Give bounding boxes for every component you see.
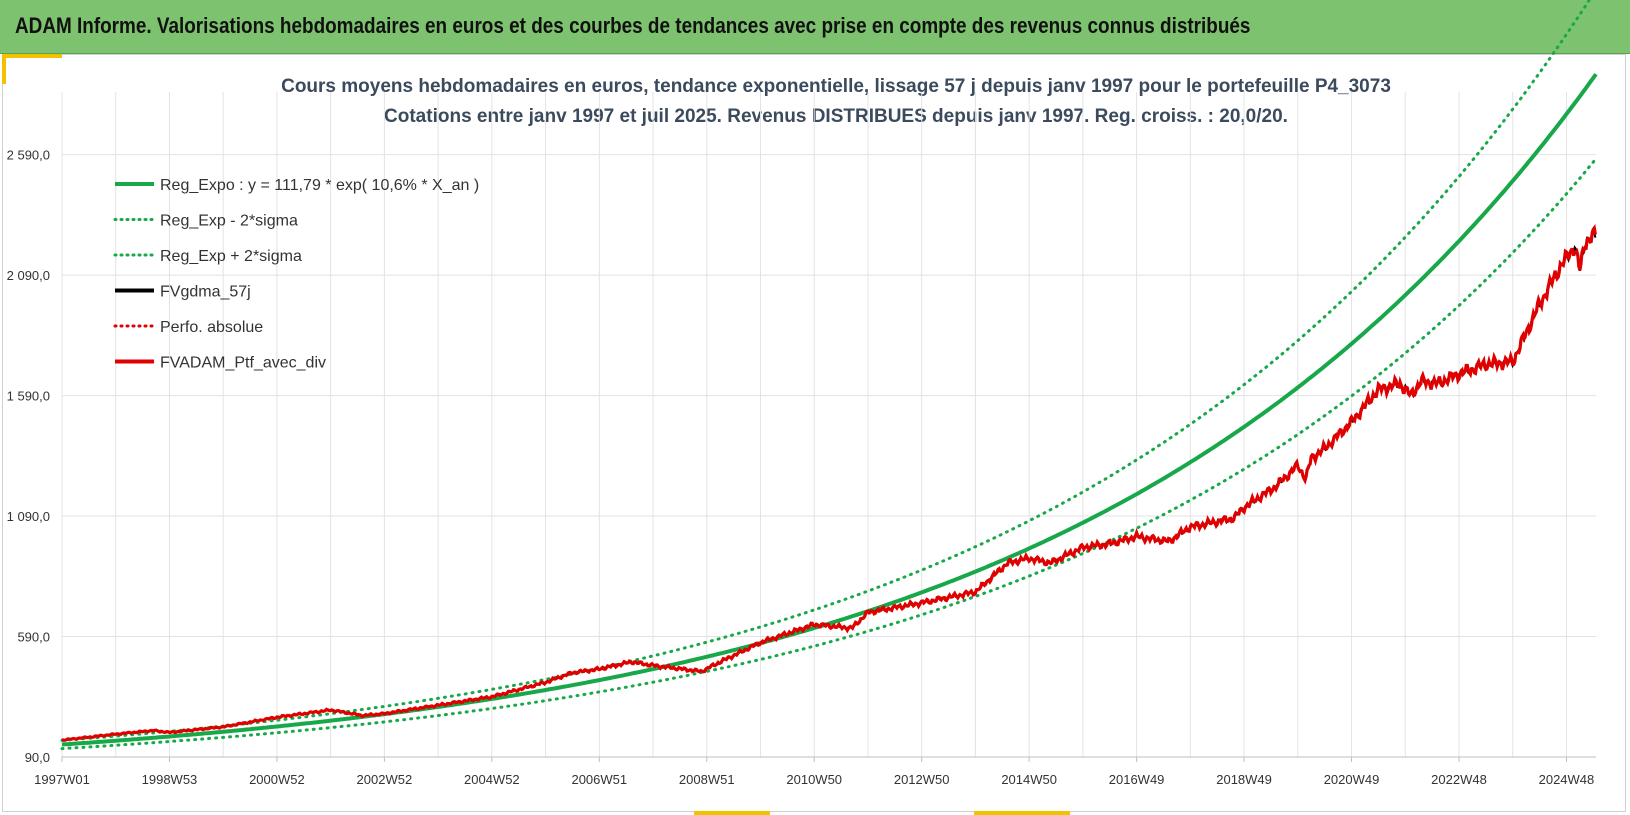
x-tick-label: 2018W49 [1216, 772, 1272, 787]
x-tick-label: 1997W01 [34, 772, 90, 787]
y-tick-label: 1 590,0 [7, 389, 50, 404]
accent-bar-bottom-2 [974, 811, 1070, 815]
x-tick-label: 2002W52 [357, 772, 413, 787]
accent-bar-top [2, 54, 62, 58]
fvgdma-57j-line [61, 230, 1597, 742]
reg-plus-2sigma-line [60, 0, 1592, 742]
series-lines [60, 0, 1598, 751]
legend-label-fvadam: FVADAM_Ptf_avec_div [160, 355, 326, 372]
chart-title-line-2: Cotations entre janv 1997 et juil 2025. … [384, 106, 1288, 127]
x-tick-label: 2000W52 [249, 772, 305, 787]
y-tick-label: 2 090,0 [7, 268, 50, 283]
x-tick-label: 2014W50 [1001, 772, 1057, 787]
y-tick-label: 90,0 [25, 750, 50, 765]
legend-label-perfo: Perfo. absolue [160, 319, 263, 336]
reg-expo-line [61, 73, 1598, 747]
accent-bar-left [2, 54, 6, 84]
legend: Reg_Expo : y = 111,79 * exp( 10,6% * X_a… [113, 177, 479, 372]
x-tick-label: 2020W49 [1324, 772, 1380, 787]
fvadam-ptf-avec-div-line [61, 223, 1597, 742]
legend-label-reg_expo: Reg_Expo : y = 111,79 * exp( 10,6% * X_a… [160, 177, 479, 194]
x-tick-label: 2004W52 [464, 772, 520, 787]
y-axis: 90,0 590,0 1 090,0 1 590,0 2 090,0 2 590,0 [7, 148, 50, 765]
accent-bar-bottom-1 [694, 811, 770, 815]
legend-label-reg_minus: Reg_Exp - 2*sigma [160, 213, 298, 230]
legend-label-reg_plus: Reg_Exp + 2*sigma [160, 248, 302, 265]
y-tick-label: 2 590,0 [7, 148, 50, 163]
x-tick-label: 2012W50 [894, 772, 950, 787]
x-tick-label: 2006W51 [571, 772, 627, 787]
x-tick-label: 2008W51 [679, 772, 735, 787]
x-tick-label: 2024W48 [1539, 772, 1595, 787]
x-tick-label: 2022W48 [1431, 772, 1487, 787]
x-axis: 1997W01 1998W53 2000W52 2002W52 2004W52 2006W… [34, 756, 1596, 787]
chart-frame [2, 54, 1626, 812]
y-tick-label: 590,0 [17, 630, 50, 645]
x-tick-label: 2010W50 [786, 772, 842, 787]
x-tick-label: 2016W49 [1109, 772, 1165, 787]
header-banner: ADAM Informe. Valorisations hebdomadaire… [0, 0, 1630, 54]
reg-minus-2sigma-line [60, 157, 1598, 751]
legend-label-fvgdma: FVgdma_57j [160, 284, 251, 301]
x-tick-label: 1998W53 [142, 772, 198, 787]
chart-title-line-1: Cours moyens hebdomadaires en euros, ten… [281, 76, 1391, 97]
y-tick-label: 1 090,0 [7, 509, 50, 524]
page-title: ADAM Informe. Valorisations hebdomadaire… [15, 13, 1251, 38]
